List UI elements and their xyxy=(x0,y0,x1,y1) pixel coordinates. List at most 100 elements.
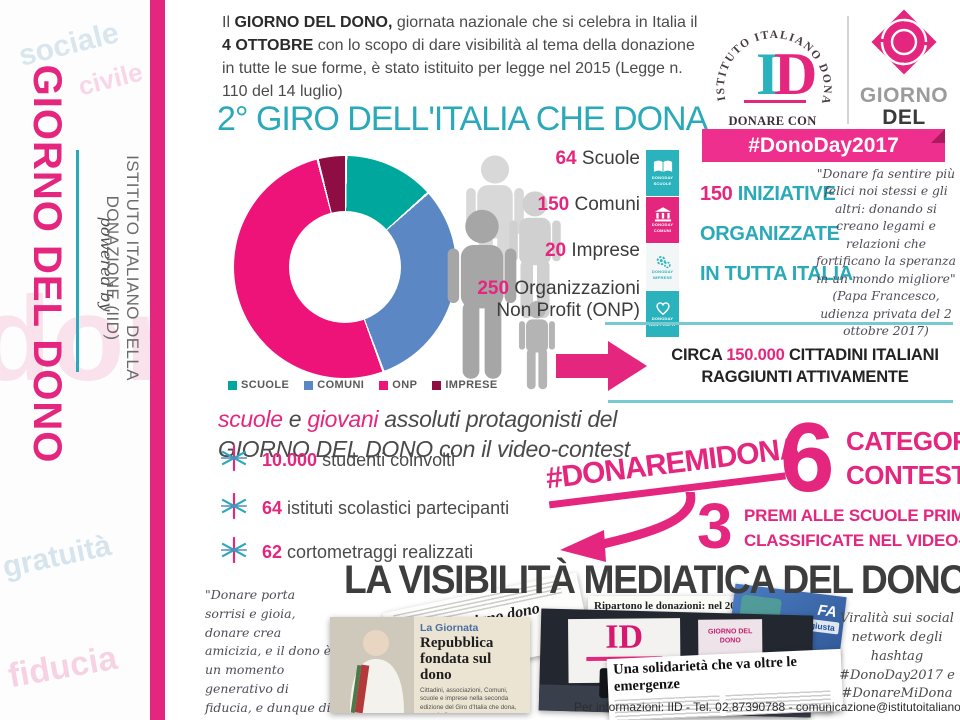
badge-nonprofit: DONODAY NON PROFIT xyxy=(646,291,679,337)
legend-item: IMPRESE xyxy=(432,379,497,391)
legend-item: COMUNI xyxy=(304,379,364,391)
bullet-number: 62 xyxy=(262,542,283,562)
iniziative-line: IN TUTTA ITALIA xyxy=(700,263,853,285)
badge-scuole: DONODAY SCUOLE xyxy=(646,150,679,196)
clip-headline: Una solidarietà che va oltre le emergenz… xyxy=(612,653,798,695)
stat-scuole: 64 Scuole xyxy=(450,148,640,170)
iid-logo: ISTITUTO ITALIANO DONAZIONE I D xyxy=(700,6,832,107)
stat-imprese: 20 Imprese xyxy=(450,240,640,262)
viralita-note: Viralità sui social network degli hashta… xyxy=(839,611,955,702)
legend-swatch xyxy=(304,380,314,390)
stat-number: 250 xyxy=(477,278,510,299)
quote-mattarella: "Donare porta sorrisi e gioia, donare cr… xyxy=(205,586,337,720)
intro-text: con lo scopo di dare visibilità al tema … xyxy=(222,36,695,100)
bullet-label: studenti coinvolti xyxy=(317,450,456,470)
heart-icon xyxy=(655,302,670,316)
chart-legend: SCUOLE COMUNI ONP IMPRESE xyxy=(228,379,498,391)
stat-label: Comuni xyxy=(574,194,640,215)
protagonisti-text: scuole e giovani assoluti protagonisti d… xyxy=(218,405,630,465)
legend-label: IMPRESE xyxy=(445,379,498,391)
logo-divider xyxy=(847,16,849,124)
donoday-badges: DONODAY SCUOLE DONODAY COMUNI DONODAY IM… xyxy=(646,150,679,338)
reach-number: 150.000 xyxy=(726,346,785,364)
asterisk-icon xyxy=(221,493,247,519)
tv-caption: FA xyxy=(816,601,838,622)
pope-photo-icon xyxy=(330,617,414,713)
section-title: 2° GIRO DELL'ITALIA CHE DONA xyxy=(217,100,708,138)
left-sidebar: sociale civile dono gratuità fiducia GIO… xyxy=(0,0,150,720)
bullet-number: 64 xyxy=(262,498,283,518)
arrow-right-icon xyxy=(556,341,647,391)
legend-swatch xyxy=(379,380,389,390)
protag-text: GIORNO DEL DONO con il video-contest xyxy=(218,435,630,462)
media-section-title: LA VISIBILITÀ MEDIATICA DEL DONO xyxy=(344,558,960,602)
book-icon xyxy=(653,160,672,172)
organization-label: ISTITUTO ITALIANO DELLA DONAZIONE (IID) xyxy=(103,155,142,381)
newspaper-clip-giornata: La Giornata Repubblica fondata sul dono … xyxy=(330,617,530,713)
iniziative-callout: 150 INIZIATIVE ORGANIZZATE IN TUTTA ITAL… xyxy=(700,174,853,294)
iid-monogram-d: D xyxy=(774,41,817,107)
intro-text: giornata nazionale che si celebra in Ita… xyxy=(392,14,698,31)
badge-label: DONODAY xyxy=(651,316,674,322)
premi-label: CLASSIFICATE NEL VIDEO-CONTEST xyxy=(744,531,960,550)
stat-label: Imprese xyxy=(571,240,640,261)
divider-line xyxy=(608,400,953,403)
protag-text: assoluti protagonisti del xyxy=(378,406,618,432)
legend-item: SCUOLE xyxy=(228,379,289,391)
stat-onp: 250 Organizzazioni Non Profit (ONP) xyxy=(450,278,640,322)
badge-label: SCUOLE xyxy=(653,180,672,186)
legend-label: COMUNI xyxy=(317,379,365,391)
stat-comuni: 150 Comuni xyxy=(450,194,640,216)
gears-icon xyxy=(656,255,671,268)
bullet-number: 10.000 xyxy=(262,450,318,470)
event-logo: ID xyxy=(605,618,644,656)
highlight-word: scuole xyxy=(218,406,283,432)
iniziative-line: ORGANIZZATE xyxy=(700,223,840,245)
poster-title-vertical: GIORNO DEL DONO 2017 xyxy=(0,64,69,464)
legend-label: SCUOLE xyxy=(241,379,290,391)
clip-photo xyxy=(330,617,414,713)
watermark-word: gratuità xyxy=(0,528,115,585)
highlight-word: giovani xyxy=(307,406,379,432)
pink-accent-bar xyxy=(150,0,165,720)
gdd-logo-line1: GIORNO xyxy=(859,84,949,107)
event-banner-text: GIORNO DEL DONO xyxy=(707,628,753,645)
bullet-label: cortometraggi realizzati xyxy=(282,542,474,562)
bullet-cortometraggi: 62 cortometraggi realizzati xyxy=(262,542,473,563)
contest-number-6: 6 xyxy=(780,402,835,512)
contest-label: CATEGORIE xyxy=(846,426,960,456)
badge-label: COMUNI xyxy=(653,227,672,233)
clip-headline: Repubblica fondata sul dono xyxy=(420,635,494,683)
asterisk-icon xyxy=(221,537,247,563)
intro-paragraph: Il GIORNO DEL DONO, giornata nazionale c… xyxy=(222,12,700,104)
stat-label: Scuole xyxy=(581,148,640,169)
watermark-word: fiducia xyxy=(5,638,120,696)
iniziative-line: INIZIATIVE xyxy=(732,183,836,205)
building-icon xyxy=(654,207,671,222)
clip-body: Cittadini, associazioni, Comuni, scuole … xyxy=(420,687,517,713)
stat-label: Organizzazioni Non Profit (ONP) xyxy=(496,278,640,321)
iid-monogram-i: I xyxy=(756,41,779,107)
reach-callout: CIRCA 150.000 CITTADINI ITALIANI RAGGIUN… xyxy=(652,344,958,389)
bullet-istituti: 64 istituti scolastici partecipanti xyxy=(262,498,509,519)
legend-swatch xyxy=(432,380,442,390)
protag-text: e xyxy=(282,406,308,432)
iniziative-number: 150 xyxy=(700,183,733,205)
legend-swatch xyxy=(228,380,237,390)
legend-label: ONP xyxy=(392,379,418,391)
gdd-diamond-icon xyxy=(871,9,937,75)
quote-attribution: (Papa Francesco, udienza privata del 2 o… xyxy=(820,289,952,339)
contest-label: CONTEST xyxy=(846,460,960,490)
quote-text: "Donare porta sorrisi e gioia, donare cr… xyxy=(205,587,332,720)
intro-bold: 4 OTTOBRE xyxy=(222,36,314,54)
badge-imprese: DONODAY IMPRESE xyxy=(646,244,679,290)
clip-kicker: La Giornata xyxy=(420,622,479,634)
reach-text: CITTADINI ITALIANI xyxy=(784,346,939,364)
stat-number: 150 xyxy=(537,194,570,215)
asterisk-icon xyxy=(221,445,247,471)
premi-label: PREMI ALLE SCUOLE PRIME xyxy=(744,506,960,525)
legend-item: ONP xyxy=(379,379,417,391)
bullet-studenti: 10.000 studenti coinvolti xyxy=(262,450,455,471)
stat-number: 64 xyxy=(555,148,577,169)
